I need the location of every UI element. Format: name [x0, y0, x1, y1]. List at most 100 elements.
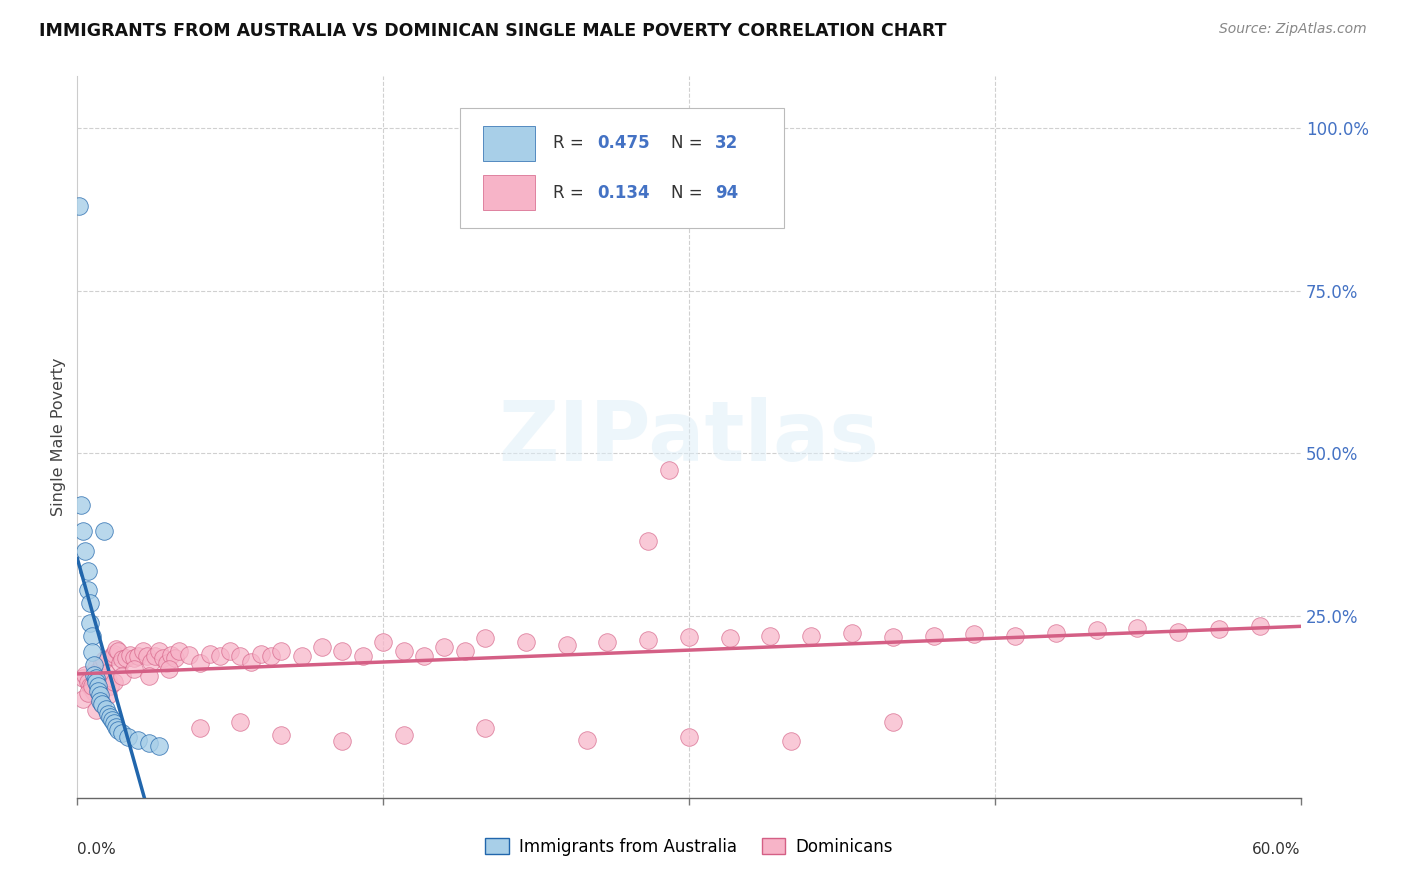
Point — [67, 199, 90, 213]
Point — [270, 727, 292, 741]
Point — [371, 635, 394, 649]
Point — [127, 732, 149, 747]
Text: 0.0%: 0.0% — [77, 842, 117, 856]
Point — [70, 499, 93, 513]
Point — [97, 706, 120, 721]
Point — [576, 732, 599, 747]
Point — [89, 689, 111, 703]
Point — [392, 727, 415, 741]
Point — [229, 649, 252, 664]
Point — [127, 649, 149, 664]
Text: 60.0%: 60.0% — [1253, 842, 1301, 856]
Legend: Immigrants from Australia, Dominicans: Immigrants from Australia, Dominicans — [478, 831, 900, 863]
Point — [120, 648, 142, 662]
Point — [596, 635, 619, 649]
Point — [800, 629, 823, 643]
Point — [474, 631, 496, 645]
Point — [332, 734, 354, 748]
Point — [148, 644, 170, 658]
Point — [188, 656, 211, 670]
Point — [138, 669, 160, 683]
Point — [72, 524, 94, 539]
Point — [779, 734, 801, 748]
Text: N =: N = — [671, 135, 707, 153]
Point — [135, 649, 157, 664]
Text: Source: ZipAtlas.com: Source: ZipAtlas.com — [1219, 22, 1367, 37]
Point — [239, 655, 262, 669]
Point — [124, 650, 146, 665]
Point — [198, 647, 221, 661]
Point — [270, 644, 292, 658]
Point — [90, 697, 112, 711]
Point — [76, 675, 98, 690]
Bar — [484, 126, 534, 161]
Point — [515, 635, 537, 649]
Point — [98, 710, 121, 724]
Point — [101, 649, 124, 664]
Point — [98, 679, 121, 693]
Text: N =: N = — [671, 184, 707, 202]
Point — [79, 596, 101, 610]
Text: 94: 94 — [714, 184, 738, 202]
Point — [108, 656, 131, 670]
Point — [90, 656, 112, 670]
Point — [1249, 619, 1271, 633]
Point — [260, 649, 283, 664]
Point — [882, 714, 904, 729]
Point — [882, 630, 904, 644]
Point — [1167, 624, 1189, 639]
Point — [94, 666, 117, 681]
Point — [759, 629, 782, 643]
Text: R =: R = — [553, 184, 589, 202]
Point — [841, 626, 863, 640]
Point — [433, 640, 456, 655]
Point — [152, 650, 174, 665]
Point — [219, 644, 242, 658]
Point — [72, 671, 94, 685]
Point — [453, 644, 475, 658]
Point — [72, 692, 94, 706]
Point — [117, 730, 139, 744]
Point — [76, 582, 98, 597]
Point — [165, 650, 187, 665]
Point — [311, 640, 333, 655]
FancyBboxPatch shape — [460, 108, 785, 227]
Point — [179, 648, 201, 662]
Point — [80, 679, 103, 693]
Point — [922, 629, 945, 643]
Point — [1208, 622, 1230, 636]
Point — [89, 694, 111, 708]
Point — [93, 524, 115, 539]
Point — [107, 723, 129, 737]
Point — [637, 534, 659, 549]
Point — [1126, 621, 1149, 635]
Point — [229, 714, 252, 729]
Point — [80, 681, 103, 696]
Point — [111, 669, 134, 683]
Point — [352, 649, 374, 664]
Point — [111, 726, 134, 740]
Point — [101, 713, 124, 727]
Text: 0.475: 0.475 — [598, 135, 650, 153]
Text: R =: R = — [553, 135, 589, 153]
Point — [392, 644, 415, 658]
Text: IMMIGRANTS FROM AUSTRALIA VS DOMINICAN SINGLE MALE POVERTY CORRELATION CHART: IMMIGRANTS FROM AUSTRALIA VS DOMINICAN S… — [39, 22, 946, 40]
Y-axis label: Single Male Poverty: Single Male Poverty — [51, 358, 66, 516]
Point — [718, 631, 741, 645]
Point — [76, 686, 98, 700]
Point — [678, 630, 700, 644]
Point — [84, 660, 107, 674]
Point — [80, 629, 103, 643]
Point — [75, 667, 97, 681]
Point — [188, 721, 211, 735]
Text: 32: 32 — [714, 135, 738, 153]
Point — [93, 653, 115, 667]
Point — [169, 644, 191, 658]
Point — [103, 647, 125, 661]
Point — [97, 689, 120, 703]
Point — [115, 650, 138, 665]
Point — [84, 703, 107, 717]
Point — [1045, 626, 1067, 640]
Point — [83, 667, 105, 681]
Point — [111, 652, 134, 666]
